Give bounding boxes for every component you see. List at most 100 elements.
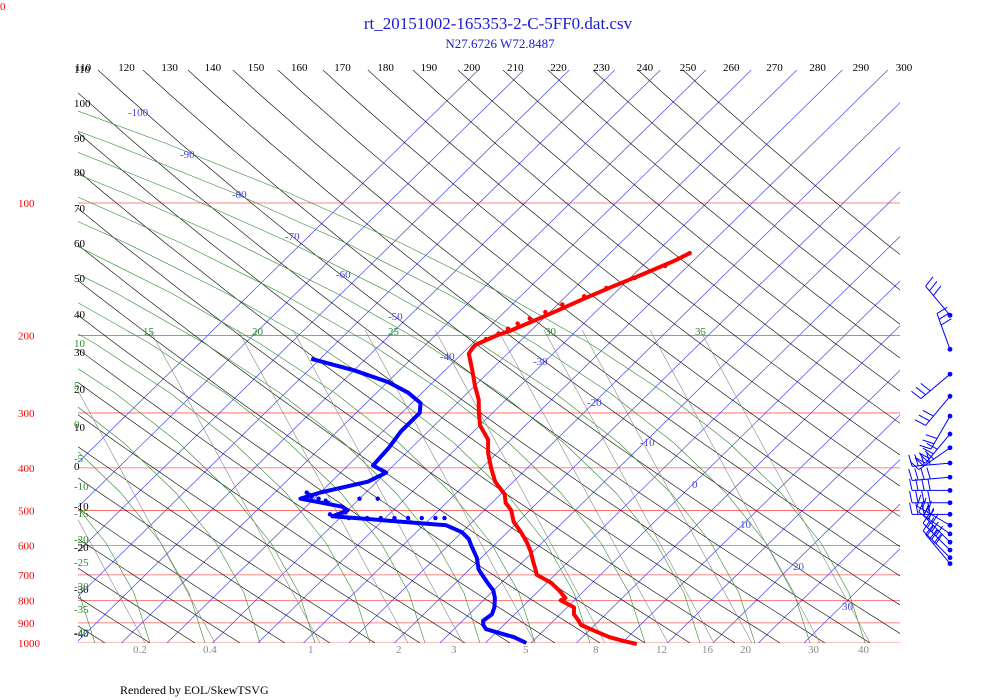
isotherm-line — [485, 236, 900, 643]
chart-title: rt_20151002-165353-2-C-5FF0.dat.csv — [364, 14, 633, 33]
wind-barb — [925, 524, 953, 566]
theta-left-label: -30 — [74, 584, 89, 596]
dewpoint-point — [316, 496, 321, 501]
theta-top-label: 170 — [334, 62, 351, 74]
mixing-ratio-label: 20 — [740, 644, 752, 656]
moist-adiabat-line — [78, 196, 646, 643]
wind-barb — [925, 276, 953, 318]
pressure-tick-label: 500 — [18, 506, 35, 518]
dewpoint-point — [392, 515, 397, 521]
pressure-tick-label: 200 — [18, 330, 35, 342]
mixing-ratio-line — [649, 329, 821, 643]
moist-adiabat-line — [78, 273, 481, 643]
mixing-ratio-line — [434, 329, 606, 643]
dry-adiabat-line — [78, 132, 781, 643]
theta-top-label: 190 — [421, 62, 438, 74]
dry-adiabat-line — [322, 70, 900, 517]
wind-barb-column — [908, 276, 953, 566]
wind-barb — [916, 494, 953, 528]
isotherm-label: -80 — [232, 189, 247, 201]
theta-top-label: 220 — [550, 62, 567, 74]
wind-barb — [919, 413, 953, 450]
mixing-ratio-line — [292, 329, 464, 643]
moist-adiabat-label: -35 — [74, 604, 89, 616]
theta-top-label: 140 — [205, 62, 222, 74]
isotherm-line — [78, 70, 479, 463]
dewpoint-point — [378, 515, 383, 521]
moist-adiabat-line — [78, 221, 591, 643]
moist-adiabat-label: 10 — [74, 338, 86, 350]
theta-left-label: 10 — [74, 422, 86, 434]
theta-left-label: 0 — [74, 461, 80, 473]
dry-adiabat-line — [78, 567, 196, 643]
pressure-tick-label: 400 — [18, 463, 35, 475]
moist-adiabat-label: -30 — [74, 581, 89, 593]
wind-barb — [914, 393, 953, 426]
temperature-point — [505, 326, 511, 331]
dry-adiabat-line — [78, 208, 691, 643]
moist-adiabat-label: -25 — [74, 557, 89, 569]
corner-label: 0 — [0, 1, 6, 13]
mixing-ratio-label: 16 — [702, 644, 714, 656]
moist-adiabat-line — [78, 451, 206, 643]
isotherm-label: -20 — [587, 397, 602, 409]
chart-subtitle: N27.6726 W72.8487 — [445, 36, 555, 51]
dry-adiabat-line — [78, 477, 331, 643]
dry-adiabat-line — [78, 314, 556, 643]
mixing-ratio-label: 30 — [808, 644, 820, 656]
temperature-point — [560, 302, 565, 307]
theta-top-label: 250 — [680, 62, 697, 74]
profile-layer — [298, 250, 692, 646]
theta-left-label: 70 — [74, 203, 86, 215]
dry-adiabat-line — [78, 381, 466, 643]
mixing-ratio-label: 12 — [656, 644, 667, 656]
temperature-profile — [466, 251, 691, 646]
pressure-tick-label: 700 — [18, 570, 35, 582]
dry-adiabat-line — [592, 70, 900, 325]
mixing-ratio-label: 40 — [858, 644, 870, 656]
moist-adiabat-line — [78, 246, 536, 643]
footer-credit: Rendered by EOL/SkewTSVG — [120, 683, 269, 697]
wind-barb — [936, 306, 953, 352]
theta-top-label: 210 — [507, 62, 524, 74]
temperature-point — [496, 331, 501, 336]
grid-layer — [0, 43, 900, 643]
mixing-ratio-label: 5 — [523, 644, 529, 656]
dry-adiabat-line — [187, 70, 900, 606]
isotherm-line — [394, 146, 900, 643]
mixing-ratio-line — [149, 329, 321, 643]
dry-adiabat-line — [78, 625, 106, 643]
isotherm-label: -60 — [336, 269, 351, 281]
wind-barb — [909, 490, 953, 506]
wind-barb — [909, 478, 953, 493]
isotherm-line — [803, 548, 900, 643]
moist-adiabat-label: -20 — [74, 534, 89, 546]
dry-adiabat-line — [78, 170, 736, 643]
mixing-ratio-line — [497, 329, 669, 643]
pressure-tick-label: 100 — [18, 198, 35, 210]
moist-adiabat-label: -15 — [74, 508, 89, 520]
moist-adiabat-label: 15 — [143, 326, 155, 338]
dry-adiabat-line — [457, 70, 900, 424]
theta-left-label: -40 — [74, 628, 89, 640]
dry-adiabat-line — [637, 70, 900, 291]
moist-adiabat-label: 0 — [74, 419, 80, 431]
temperature-point — [527, 316, 532, 321]
isotherm-line — [212, 70, 798, 643]
dry-adiabat-line — [142, 70, 900, 634]
isotherm-line — [621, 369, 900, 643]
moist-adiabat-line — [0, 43, 40, 643]
dewpoint-profile — [298, 356, 528, 645]
isotherm-label: -90 — [180, 149, 195, 161]
dry-adiabat-line — [78, 538, 241, 643]
theta-top-label: 130 — [161, 62, 178, 74]
moist-adiabat-label: -5 — [74, 453, 84, 465]
dry-adiabat-line — [412, 70, 900, 456]
isotherm-line — [78, 70, 661, 642]
moist-adiabat-label: 5 — [74, 380, 80, 392]
mixing-ratio-label: 0.4 — [203, 644, 217, 656]
isotherm-label: 20 — [793, 561, 805, 573]
dry-adiabat-line — [277, 70, 900, 548]
mixing-ratio-line — [364, 329, 536, 643]
temperature-point — [604, 285, 609, 291]
